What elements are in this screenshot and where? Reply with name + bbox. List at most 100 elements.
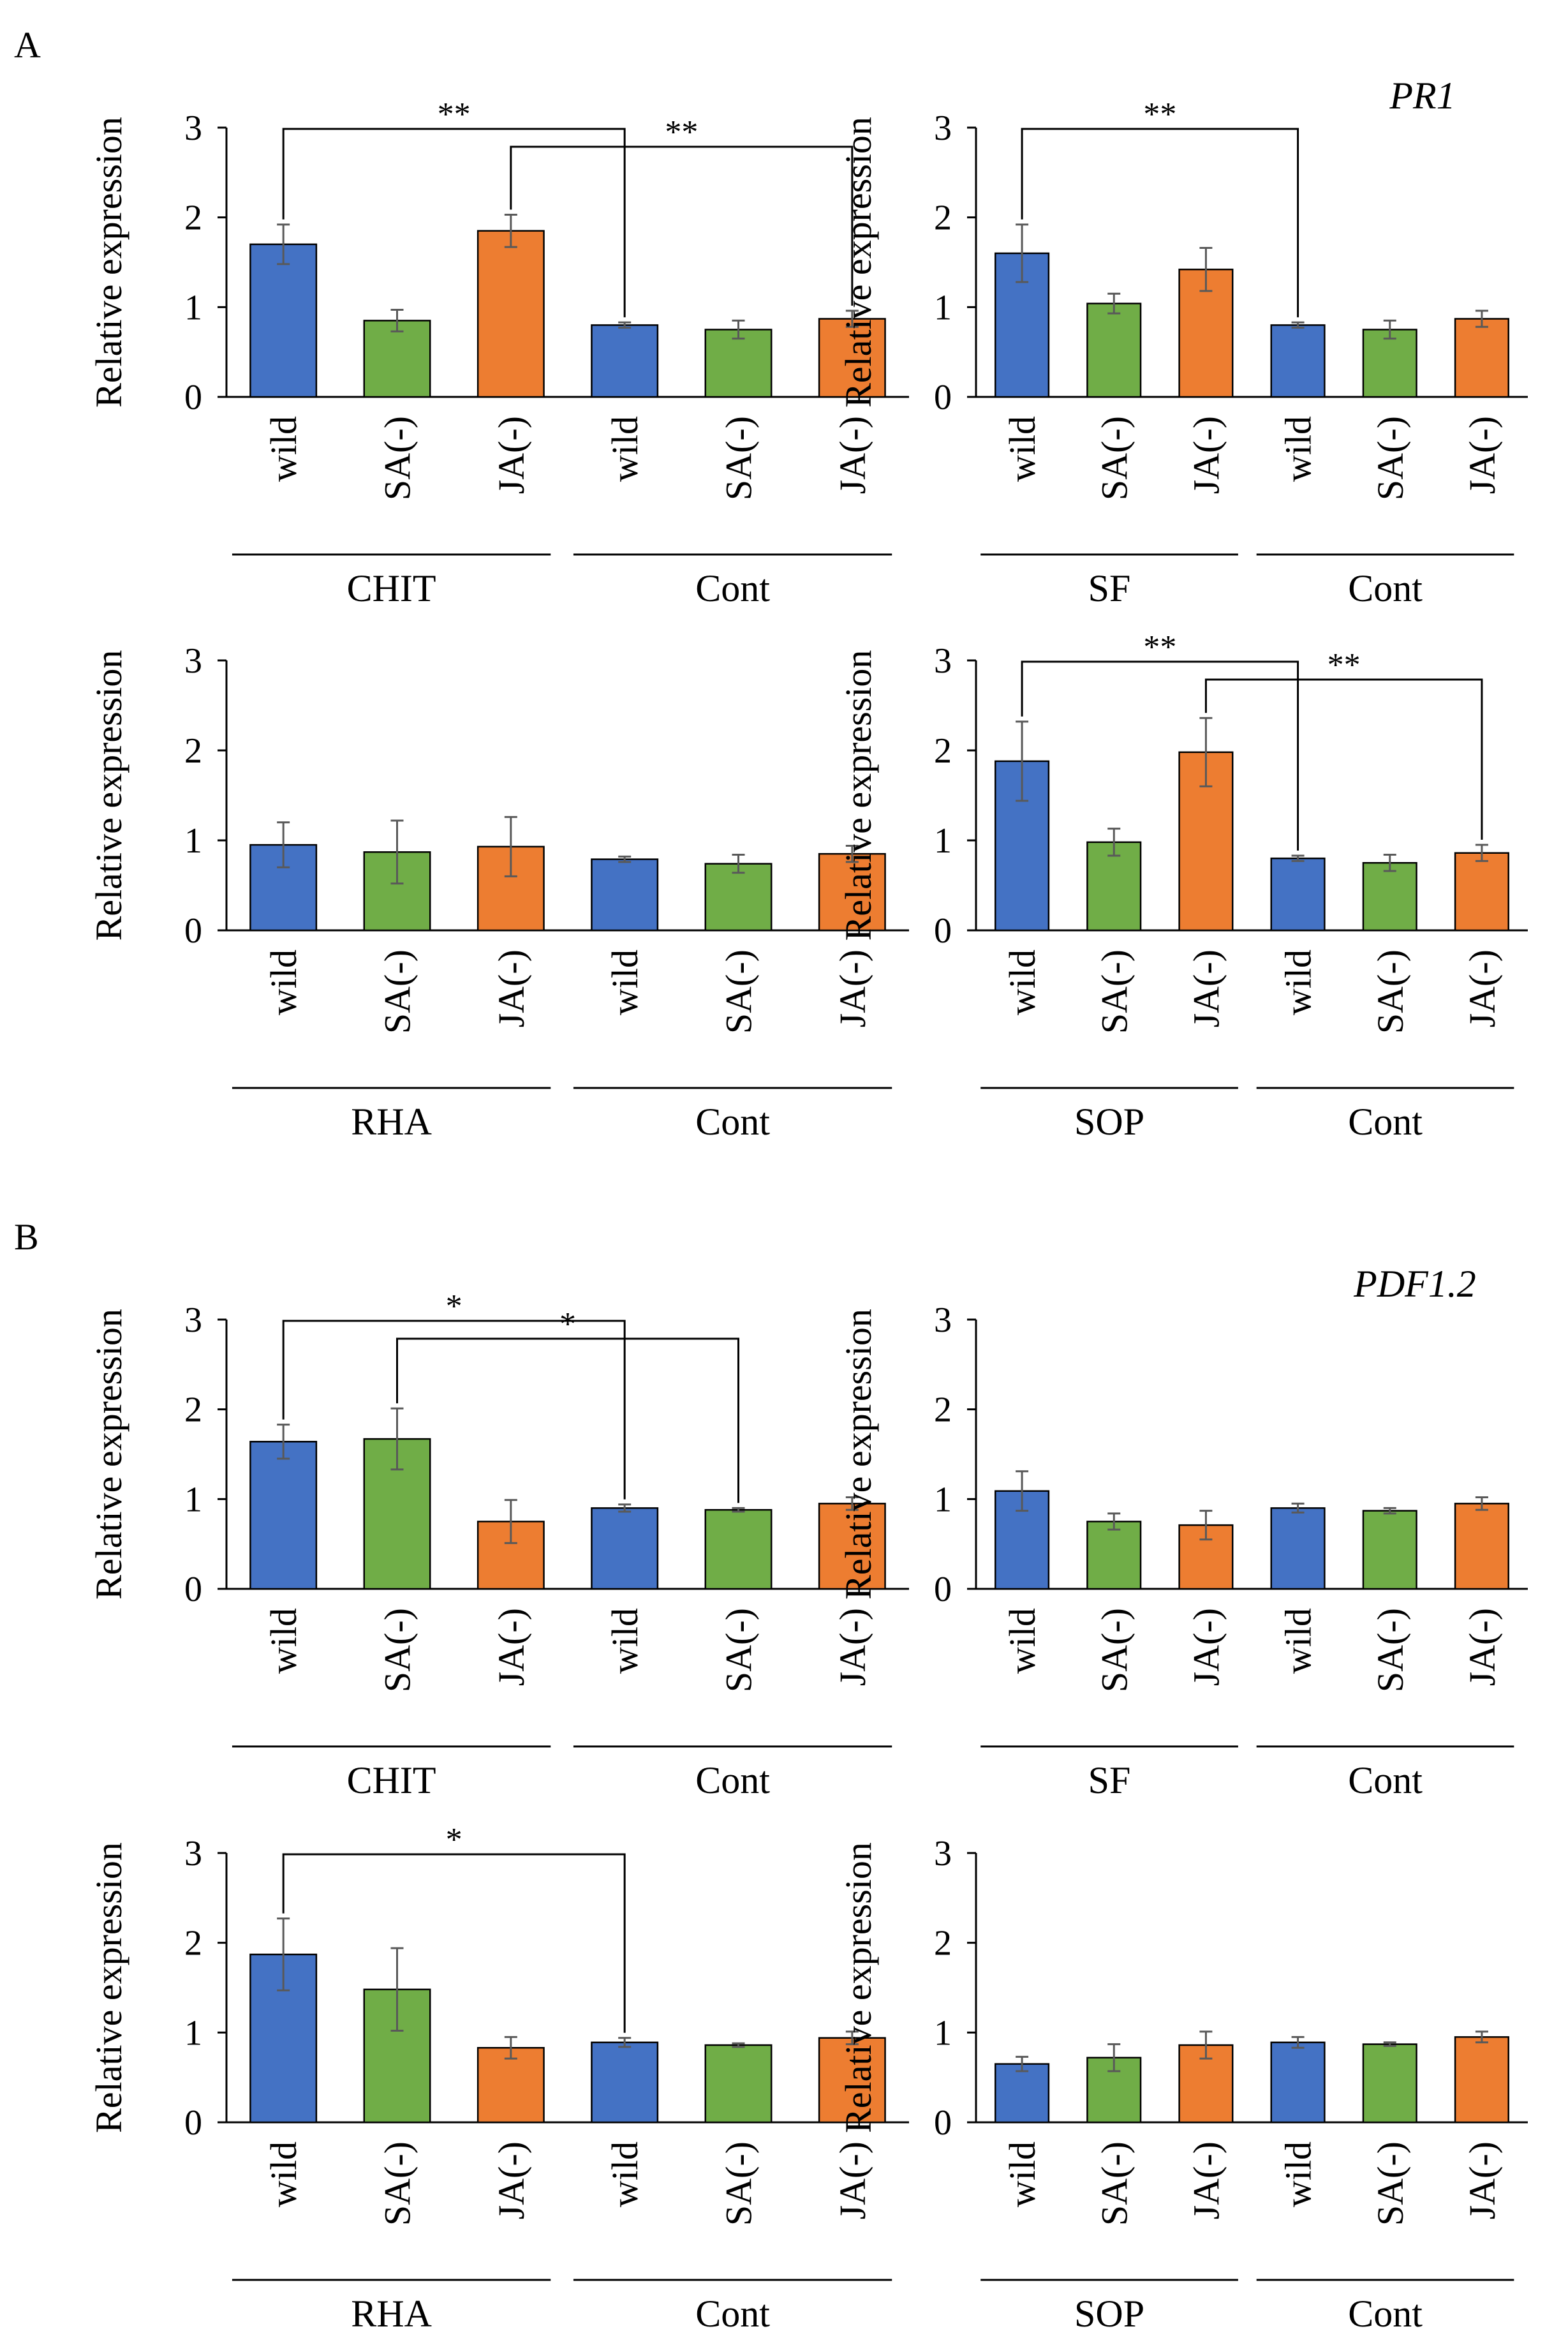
- error-bar: [1383, 2041, 1396, 2047]
- y-tick-label: 0: [184, 378, 202, 417]
- significance-bracket: **: [1021, 629, 1299, 851]
- bar-cont-wild: [591, 1507, 659, 1590]
- error-bar: [618, 2037, 632, 2048]
- group-label: Cont: [695, 1101, 770, 1143]
- error-bar: [504, 815, 517, 877]
- y-tick-label: 3: [934, 108, 952, 148]
- chart-b-sop: 0 1 2 3 Relative expression wild SA(-) JA(-) wil…: [838, 1834, 1528, 2335]
- error-bar: [277, 821, 290, 868]
- significance-bracket: **: [1204, 647, 1483, 840]
- y-tick-label: 3: [184, 641, 202, 681]
- group-label: SF: [1088, 1759, 1131, 1801]
- x-tick-label: JA(-): [1461, 2141, 1503, 2219]
- chart-a-chit: 0 1 2 3 Relative expression wild SA(-) JA(-) wil…: [88, 96, 909, 609]
- x-tick-label: JA(-): [491, 949, 532, 1027]
- bar-cont-sa: [1362, 329, 1417, 398]
- y-tick-label: 1: [184, 821, 202, 861]
- error-bar: [277, 1917, 290, 1991]
- error-bar: [1199, 717, 1213, 787]
- y-tick-label: 3: [934, 1834, 952, 1873]
- x-tick-label: wild: [263, 1608, 304, 1674]
- x-tick-label: SA(-): [377, 1608, 418, 1692]
- error-bar: [732, 854, 745, 874]
- y-axis-label: Relative expression: [88, 117, 129, 408]
- error-bar: [732, 2042, 745, 2048]
- error-bar: [1199, 2030, 1213, 2060]
- x-tick-label: SA(-): [718, 1608, 760, 1692]
- chart-b-rha: 0 1 2 3 Relative expression wild SA(-) JA(-) wil…: [88, 1822, 909, 2335]
- error-bar: [1383, 319, 1396, 340]
- y-tick-label: 2: [184, 1924, 202, 1963]
- y-axis-label: Relative expression: [838, 1309, 879, 1600]
- bar-cont-ja: [1454, 1503, 1509, 1590]
- error-bar: [390, 1947, 404, 2032]
- x-tick-label: JA(-): [1461, 949, 1503, 1027]
- error-bar: [1475, 1496, 1488, 1511]
- x-tick-label: wild: [1002, 2141, 1043, 2207]
- significance-bracket: *: [396, 1306, 739, 1503]
- y-tick-label: 2: [934, 198, 952, 238]
- x-tick-label: SA(-): [718, 416, 760, 500]
- y-tick-label: 2: [184, 731, 202, 771]
- error-bar: [1107, 828, 1121, 857]
- y-axis-label: Relative expression: [88, 1842, 129, 2133]
- error-bar: [390, 1407, 404, 1471]
- x-tick-label: JA(-): [1185, 1608, 1227, 1686]
- error-bar: [277, 223, 290, 265]
- gene-title-pr1: PR1: [1389, 75, 1455, 117]
- x-tick-label: JA(-): [832, 949, 873, 1027]
- group-label: Cont: [1348, 1759, 1423, 1801]
- error-bar: [1475, 844, 1488, 862]
- bar-cont-ja: [1454, 852, 1509, 932]
- group-label: CHIT: [347, 567, 436, 609]
- x-tick-label: wild: [263, 949, 304, 1015]
- x-tick-label: wild: [604, 416, 646, 482]
- group-label: Cont: [695, 567, 770, 609]
- bar-cont-wild: [1270, 857, 1326, 932]
- x-tick-label: wild: [604, 1608, 646, 1674]
- x-tick-label: wild: [604, 949, 646, 1015]
- y-tick-label: 0: [934, 911, 952, 951]
- bar-cont-sa: [704, 329, 773, 398]
- y-axis-label: Relative expression: [88, 650, 129, 941]
- x-tick-label: SA(-): [1093, 2141, 1135, 2226]
- group-label: SOP: [1074, 2293, 1144, 2335]
- error-bar: [1291, 321, 1305, 329]
- y-tick-label: 0: [184, 1570, 202, 1609]
- y-tick-label: 1: [184, 1480, 202, 1519]
- x-tick-label: wild: [263, 416, 304, 482]
- y-tick-label: 2: [184, 198, 202, 238]
- bar-cont-wild: [591, 858, 659, 932]
- x-tick-label: SA(-): [1370, 416, 1411, 500]
- significance-label: **: [1328, 647, 1361, 683]
- bar-chit-wild: [249, 243, 318, 398]
- significance-label: **: [665, 114, 698, 151]
- bar-chit-wild: [249, 1441, 318, 1590]
- bar-cont-sa: [704, 1508, 773, 1590]
- x-tick-label: JA(-): [832, 2141, 873, 2219]
- error-bar: [732, 319, 745, 340]
- gene-title-pdf12: PDF1.2: [1353, 1263, 1476, 1305]
- x-tick-label: JA(-): [491, 416, 532, 494]
- group-label: Cont: [695, 2293, 770, 2335]
- y-axis-label: Relative expression: [838, 1842, 879, 2133]
- significance-label: *: [446, 1288, 462, 1325]
- error-bar: [1291, 854, 1305, 862]
- x-tick-label: SA(-): [1093, 416, 1135, 500]
- error-bar: [390, 819, 404, 885]
- error-bar: [504, 2036, 517, 2060]
- panel-label-a: A: [14, 24, 41, 66]
- chart-a-sf: 0 1 2 3 Relative expression wild SA(-) JA(-) wil…: [838, 96, 1528, 609]
- group-label: RHA: [351, 1101, 432, 1143]
- x-tick-label: SA(-): [377, 949, 418, 1034]
- error-bar: [504, 1499, 517, 1544]
- y-tick-label: 3: [184, 1834, 202, 1873]
- error-bar: [1475, 2030, 1488, 2044]
- error-bar: [845, 2030, 859, 2046]
- significance-bracket: *: [282, 1288, 626, 1500]
- group-label: Cont: [1348, 567, 1423, 609]
- group-label: Cont: [1348, 1101, 1423, 1143]
- bar-chit-ja: [477, 230, 545, 398]
- y-tick-label: 3: [934, 641, 952, 681]
- bar-cont-ja: [818, 318, 886, 398]
